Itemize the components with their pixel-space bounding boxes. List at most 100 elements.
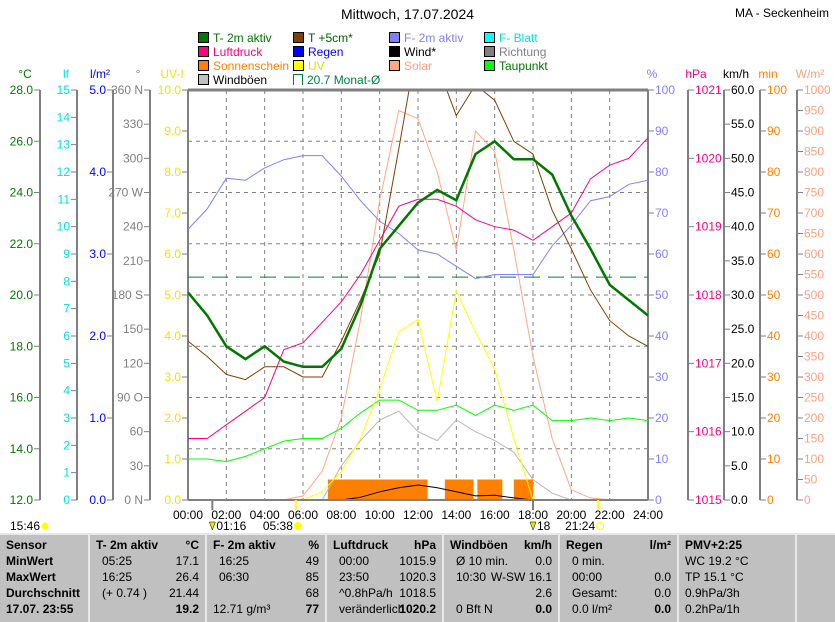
legend-label: Taupunkt <box>499 59 548 73</box>
cell-left: ^0.8hPa/h <box>339 586 393 600</box>
moonrise-icon <box>529 521 537 531</box>
axis-tick-label: 90 <box>655 124 669 138</box>
axis-tick-label: 650 <box>804 227 824 241</box>
axis-tick-label: 0 <box>804 493 811 507</box>
axis-tick-label: 330 <box>123 117 143 131</box>
axis-tick-label: 1.0 <box>89 411 106 425</box>
legend-label: F- 2m aktiv <box>404 31 464 45</box>
table-column-sensor: Sensor MinWert MaxWert Durchschnitt 17.07. 2… <box>0 535 88 622</box>
axis-tick-label: 60.0 <box>731 83 755 97</box>
axis-tick-label: 300 <box>123 151 143 165</box>
legend-swatch-icon <box>484 32 495 43</box>
sunshine-bar <box>444 479 474 500</box>
column-header: PMV+2:25 <box>685 538 743 552</box>
x-tick-label: 02:00 <box>211 508 241 522</box>
cell-value: 19.2 <box>175 602 199 616</box>
legend-swatch-icon <box>389 32 400 43</box>
legend-label: Sonnenschein <box>213 59 290 73</box>
table-row: 05:25 17.1 <box>96 554 199 569</box>
cell-left: 06:30 <box>219 570 250 584</box>
legend-item: UV <box>293 59 325 73</box>
legend-label: Luftdruck <box>213 45 263 59</box>
cell-value: 1020.3 <box>399 570 436 584</box>
legend-label: Windböen <box>213 73 268 87</box>
station-location: MA - Seckenheim <box>734 6 829 20</box>
x-tick-label: 14:00 <box>441 508 471 522</box>
axis-tick-label: 55.0 <box>731 117 755 131</box>
axis-unit-wind: km/h <box>723 67 749 81</box>
series-luftdruck <box>188 137 648 439</box>
column-unit: km/h <box>523 538 552 552</box>
table-row: veränderlich 1020.2 <box>333 602 436 617</box>
x-tick-label: 04:00 <box>250 508 280 522</box>
table-column: T- 2m aktiv °C 05:25 17.1 16:25 26.4 (+ 0.74 )… <box>88 535 205 622</box>
x-tick-label: 24:00 <box>633 508 663 522</box>
axis-tick-label: 8.0 <box>164 165 181 179</box>
table-row: MaxWert <box>6 570 82 585</box>
axis-tick-label: 14 <box>57 110 71 124</box>
axis-tick-label: 10 <box>655 452 669 466</box>
row-label: 17.07. 23:55 <box>6 602 74 616</box>
series-f-2m-aktiv <box>188 155 648 280</box>
legend-swatch-icon <box>198 60 209 71</box>
column-unit: l/m² <box>649 538 671 552</box>
axis-tick-label: 4.0 <box>164 329 181 343</box>
axis-tick-label: 550 <box>804 268 824 282</box>
axis-tick-label: 60 <box>655 247 669 261</box>
axis-tick-label: 3.0 <box>89 247 106 261</box>
legend-label: Solar <box>404 59 433 73</box>
legend-item: Sonnenschein <box>198 59 289 73</box>
legend-swatch-icon <box>389 60 400 71</box>
event-time: 15:46 <box>10 519 40 532</box>
cell-left: 0 Bft N <box>456 602 493 616</box>
axis-tick-label: 5.0 <box>89 83 106 97</box>
column-unit: % <box>308 538 319 552</box>
legend-swatch-icon <box>198 46 209 57</box>
axis-tick-label: 100 <box>767 83 787 97</box>
sun-small-icon <box>41 522 49 530</box>
table-row: MinWert <box>6 554 82 569</box>
table-row: (+ 0.74 ) 21.44 <box>96 586 199 601</box>
axis-tick-label: 90 O <box>117 391 143 405</box>
cell-left: 0.9hPa/3h <box>685 586 740 600</box>
table-row: Gesamt: 0.0 <box>566 586 671 601</box>
axis-tick-label: 450 <box>804 309 824 323</box>
axis-tick-label: 50 <box>804 473 818 487</box>
x-tick-label: 22:00 <box>595 508 625 522</box>
axis-tick-label: 9.0 <box>164 124 181 138</box>
axis-tick-label: 10.0 <box>158 83 182 97</box>
x-tick-label: 06:00 <box>288 508 318 522</box>
table-column: Regen l/m² 0 min. 00:00 0.0 Gesamt: 0.0 0.0 l/m… <box>558 535 677 622</box>
axis-tick-label: 0 <box>63 493 70 507</box>
cell-value: 21.44 <box>168 586 199 600</box>
axis-tick-label: 9 <box>63 247 70 261</box>
axis-tick-label: 35.0 <box>731 254 755 268</box>
axis-tick-label: 300 <box>804 370 824 384</box>
axis-tick-label: 16.0 <box>10 391 34 405</box>
axis-tick-label: 1017 <box>695 356 722 370</box>
row-label: MaxWert <box>6 570 56 584</box>
weather-chart: °C28.026.024.022.020.018.016.014.012.0lf… <box>10 67 831 532</box>
table-row: 23:50 1020.3 <box>333 570 436 585</box>
table-row: 2.6 <box>450 586 552 601</box>
series-uv <box>188 289 648 500</box>
axis-tick-label: 26.0 <box>10 134 34 148</box>
cell-left: Gesamt: <box>572 586 618 600</box>
cell-left: 0 min. <box>572 554 605 568</box>
cell-value: 1018.5 <box>399 586 436 600</box>
axis-tick-label: 600 <box>804 247 824 261</box>
legend-swatch-icon <box>293 46 304 57</box>
chart-title: Mittwoch, 17.07.2024 <box>340 6 475 22</box>
event-time: 21:24 <box>565 519 595 532</box>
legend-swatch-icon <box>198 74 209 85</box>
axis-tick-label: 2.0 <box>89 329 106 343</box>
legend-item: Luftdruck <box>198 45 262 59</box>
axis-tick-label: 8 <box>63 274 70 288</box>
legend-swatch-icon <box>293 60 304 71</box>
axis-tick-label: 10 <box>57 220 71 234</box>
axis-tick-label: 25.0 <box>731 322 755 336</box>
axis-tick-label: 1021 <box>695 83 722 97</box>
x-tick-label: 16:00 <box>480 508 510 522</box>
legend-item: Regen <box>293 45 343 59</box>
legend-swatch-icon <box>198 32 209 43</box>
